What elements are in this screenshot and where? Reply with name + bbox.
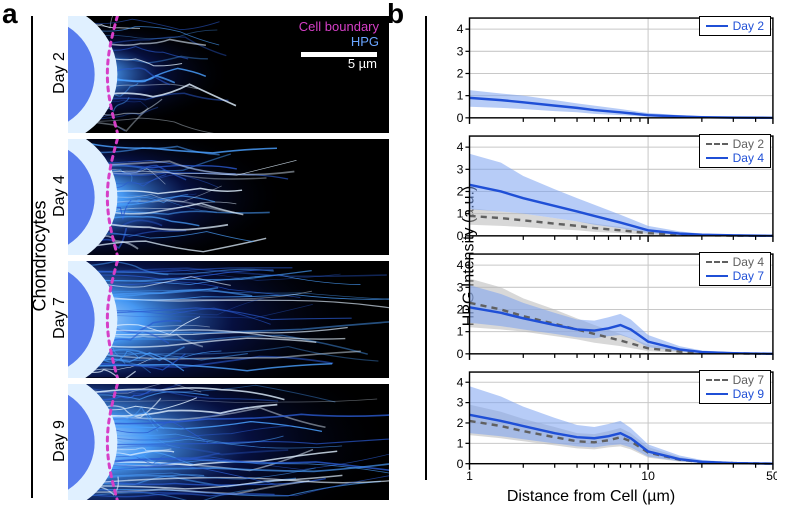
micrograph-legend-item: Cell boundary bbox=[299, 20, 379, 35]
svg-text:3: 3 bbox=[457, 396, 464, 410]
micrograph bbox=[68, 261, 389, 378]
svg-text:4: 4 bbox=[457, 375, 464, 389]
chart-stack: 01234Day 201234Day 2Day 401234Day 4Day 7… bbox=[441, 14, 777, 482]
legend-line-icon bbox=[706, 25, 728, 27]
micrograph-stack: Cell boundaryHPG 5 µm bbox=[68, 16, 389, 500]
chart-legend: Day 4Day 7 bbox=[699, 252, 771, 286]
legend-line-icon bbox=[706, 379, 728, 381]
svg-text:2: 2 bbox=[457, 416, 464, 430]
group-label: Chondrocytes bbox=[30, 176, 51, 336]
chart-legend: Day 2Day 4 bbox=[699, 134, 771, 168]
x-axis-label: Distance from Cell (µm) bbox=[507, 488, 675, 506]
day-label: Day 4 bbox=[51, 166, 69, 226]
legend-line-icon bbox=[706, 143, 728, 145]
legend-item: Day 7 bbox=[706, 269, 764, 283]
svg-text:0: 0 bbox=[457, 229, 464, 243]
y-axis-group-line bbox=[425, 16, 427, 480]
legend-item: Day 4 bbox=[706, 255, 764, 269]
svg-text:3: 3 bbox=[457, 162, 464, 176]
figure: a Chondrocytes Day 2Day 4Day 7Day 9 Cell… bbox=[0, 0, 787, 512]
micrograph: Cell boundaryHPG 5 µm bbox=[68, 16, 389, 133]
legend-item: Day 2 bbox=[706, 19, 764, 33]
svg-text:50: 50 bbox=[766, 469, 777, 482]
svg-text:0: 0 bbox=[457, 111, 464, 125]
svg-text:10: 10 bbox=[641, 469, 655, 482]
panel-b-label: b bbox=[387, 0, 404, 30]
svg-text:4: 4 bbox=[457, 258, 464, 272]
svg-text:4: 4 bbox=[457, 22, 464, 36]
chart-subplot: 0123411050Day 7Day 9 bbox=[441, 368, 777, 482]
micrograph bbox=[68, 139, 389, 256]
panel-a-label: a bbox=[2, 0, 18, 30]
chart-legend: Day 2 bbox=[699, 16, 771, 36]
legend-item: Day 9 bbox=[706, 387, 764, 401]
svg-text:1: 1 bbox=[457, 207, 464, 221]
panel-a-sidebar: Chondrocytes Day 2 Day 4 Day 7 Day 9 bbox=[24, 0, 68, 512]
legend-label: Day 2 bbox=[733, 19, 764, 33]
svg-text:2: 2 bbox=[457, 67, 464, 81]
legend-line-icon bbox=[706, 261, 728, 263]
micrograph-legend: Cell boundaryHPG bbox=[299, 20, 379, 50]
svg-text:2: 2 bbox=[457, 303, 464, 317]
svg-text:1: 1 bbox=[457, 89, 464, 103]
chart-legend: Day 7Day 9 bbox=[699, 370, 771, 404]
legend-item: Day 7 bbox=[706, 373, 764, 387]
legend-label: Day 7 bbox=[733, 373, 764, 387]
svg-text:4: 4 bbox=[457, 140, 464, 154]
legend-label: Day 4 bbox=[733, 255, 764, 269]
legend-line-icon bbox=[706, 275, 728, 277]
day-label: Day 7 bbox=[51, 288, 69, 348]
legend-line-icon bbox=[706, 157, 728, 159]
svg-text:0: 0 bbox=[457, 457, 464, 471]
svg-text:0: 0 bbox=[457, 347, 464, 361]
svg-text:3: 3 bbox=[457, 44, 464, 58]
legend-item: Day 2 bbox=[706, 137, 764, 151]
legend-label: Day 9 bbox=[733, 387, 764, 401]
day-label: Day 9 bbox=[51, 411, 69, 471]
chart-subplot: 0 1 2 3 4 Day 2 bbox=[441, 14, 777, 128]
legend-item: Day 4 bbox=[706, 151, 764, 165]
day-label: Day 2 bbox=[51, 43, 69, 103]
legend-label: Day 2 bbox=[733, 137, 764, 151]
svg-text:1: 1 bbox=[457, 436, 464, 450]
panel-b: b HPG Intensity (a.u.) 01234Day 201234Da… bbox=[395, 0, 787, 512]
micrograph-legend-item: HPG bbox=[299, 35, 379, 50]
chart-subplot: 0 1 2 3 4 Day 2Day 4 bbox=[441, 132, 777, 246]
chart-subplot: 0 1 2 3 4 Day 4Day 7 bbox=[441, 250, 777, 364]
svg-text:2: 2 bbox=[457, 185, 464, 199]
panel-a: a Chondrocytes Day 2 Day 4 Day 7 Day 9 Cell… bbox=[0, 0, 395, 512]
svg-text:1: 1 bbox=[457, 325, 464, 339]
series-band bbox=[470, 90, 773, 118]
svg-text:1: 1 bbox=[466, 469, 473, 482]
legend-line-icon bbox=[706, 393, 728, 395]
svg-text:3: 3 bbox=[457, 280, 464, 294]
micrograph bbox=[68, 384, 389, 501]
scale-bar-label: 5 µm bbox=[348, 56, 377, 71]
legend-label: Day 4 bbox=[733, 151, 764, 165]
legend-label: Day 7 bbox=[733, 269, 764, 283]
